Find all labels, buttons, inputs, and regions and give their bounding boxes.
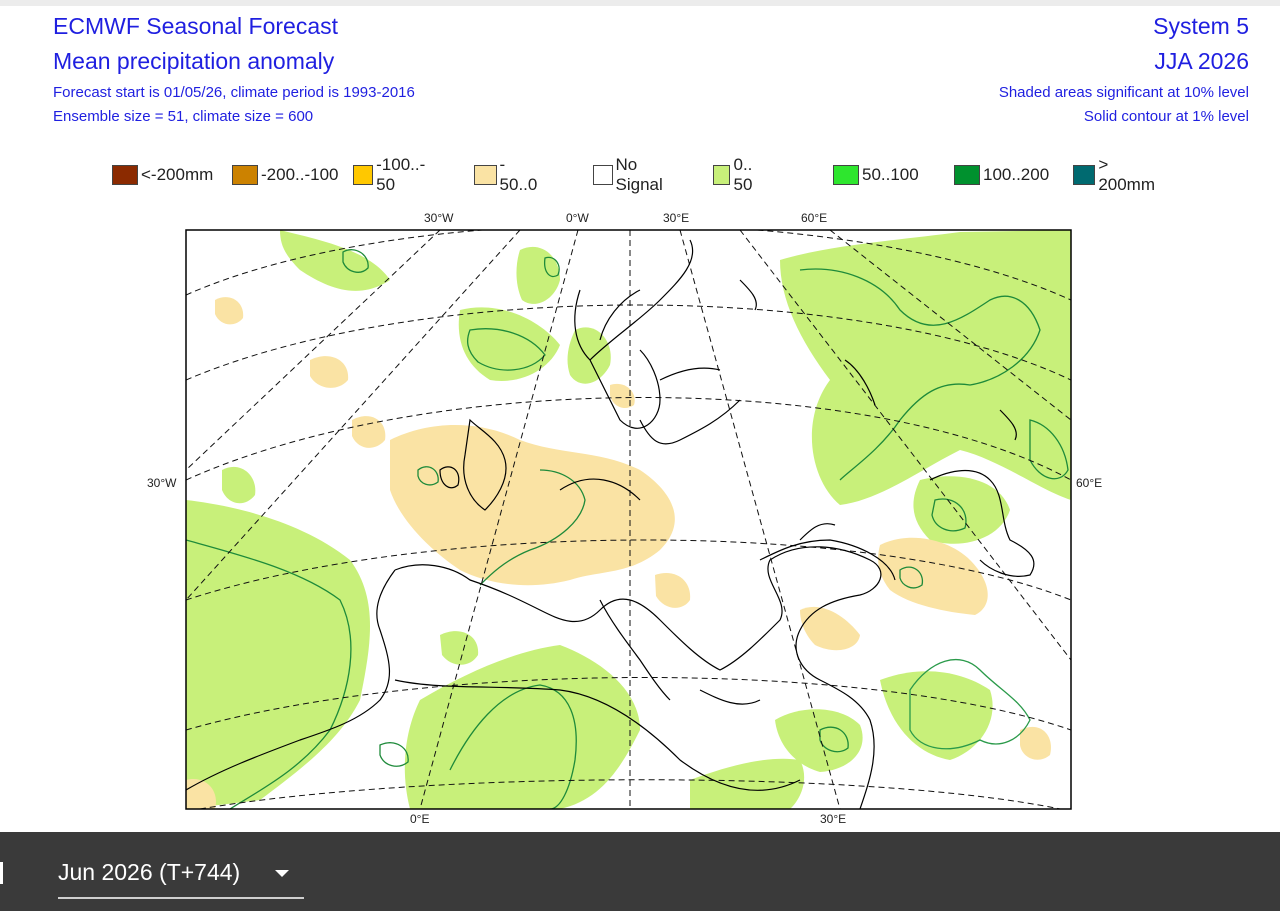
legend-label: - 50..0 [499,155,538,194]
legend-swatch [713,165,731,185]
lat-label-left: 30°W [147,476,177,490]
system-label: System 5 [1153,13,1249,39]
legend-swatch [1073,165,1096,185]
legend-swatch [833,165,859,185]
lon-label-bottom: 30°E [820,812,847,826]
coastlines [186,239,1035,809]
legend-item: <-200mm [112,163,213,187]
legend-swatch [353,165,374,185]
map-title: ECMWF Seasonal Forecast [53,13,339,39]
legend-label: 50..100 [862,165,919,184]
graticule [186,230,1071,809]
lon-label-top: 0°W [566,211,589,225]
legend-item: No Signal [593,155,669,194]
negative-anomaly-regions [186,297,1051,809]
legend-swatch [954,165,980,185]
lon-label-bottom: 0°E [410,812,430,826]
legend-label: <-200mm [141,165,214,184]
forecast-start-info: Forecast start is 01/05/26, climate peri… [53,84,415,101]
legend-item: 50..100 [833,163,919,187]
lon-label-top: 30°E [663,211,690,225]
lon-label-top: 60°E [801,211,828,225]
legend-label: 0.. 50 [733,155,753,194]
legend-item: 100..200 [954,163,1049,187]
legend-item: - 50..0 [474,155,541,194]
legend-swatch [593,165,613,185]
legend-label: No Signal [615,155,663,194]
legend-swatch [232,165,258,185]
season-label: JJA 2026 [1154,48,1249,74]
chevron-down-icon [275,870,289,877]
legend-item: 0.. 50 [713,155,761,194]
legend-label: > 200mm [1098,155,1155,194]
contour-note: Solid contour at 1% level [1083,108,1249,125]
legend-swatch [474,165,497,185]
significance-contours [186,249,1069,809]
lon-label-top: 30°W [424,211,454,225]
legend-label: 100..200 [983,165,1050,184]
ensemble-info: Ensemble size = 51, climate size = 600 [53,108,314,125]
legend-item: -100..- 50 [353,155,431,194]
lat-label-right: 60°E [1076,476,1103,490]
month-select-value: Jun 2026 (T+744) [58,859,241,885]
previous-control-edge[interactable] [0,862,3,884]
legend-item: > 200mm [1073,155,1159,194]
legend-label: -200..-100 [261,165,339,184]
month-select[interactable]: Jun 2026 (T+744) [58,855,304,899]
month-select-underline [58,897,304,899]
legend-label: -100..- 50 [376,155,426,194]
map-frame [185,229,1072,810]
map-subtitle: Mean precipitation anomaly [53,48,335,74]
top-strip [0,0,1280,6]
legend-item: -200..-100 [232,163,339,187]
shaded-note: Shaded areas significant at 10% level [998,84,1249,101]
legend-swatch [112,165,138,185]
